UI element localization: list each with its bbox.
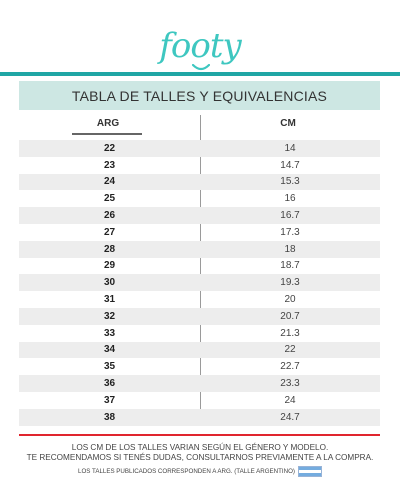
arg-size-cell: 31 xyxy=(103,294,116,306)
arg-size-cell: 22 xyxy=(103,142,116,154)
cm-size-cell: 18.7 xyxy=(280,260,300,272)
cm-size-cell: 22 xyxy=(284,344,296,356)
cm-size-cell: 14.7 xyxy=(280,159,300,171)
arg-size-cell: 36 xyxy=(103,378,116,390)
note-line-1: LOS CM DE LOS TALLES VARIAN SEGÚN EL GÉN… xyxy=(71,443,329,452)
arg-size-cell: 32 xyxy=(103,310,116,322)
footer-divider xyxy=(19,434,380,436)
cm-size-cell: 22.7 xyxy=(280,361,300,373)
arg-size-cell: 28 xyxy=(103,243,116,255)
note-line-3-wrapper: LOS TALLES PUBLICADOS CORRESPONDEN A ARG… xyxy=(0,466,400,477)
table-row: 22 14 xyxy=(19,140,380,157)
table-row: 32 20.7 xyxy=(19,307,380,325)
column-header-cm: CM xyxy=(280,118,296,129)
cm-size-cell: 21.3 xyxy=(280,327,300,339)
table-row: 27 17.3 xyxy=(19,224,380,241)
arg-size-cell: 30 xyxy=(103,277,116,289)
smile-icon xyxy=(192,64,210,71)
arg-size-cell: 25 xyxy=(103,193,116,205)
cm-size-cell: 20.7 xyxy=(280,310,300,322)
arg-size-cell: 37 xyxy=(103,394,116,406)
cm-size-cell: 16.7 xyxy=(280,210,300,222)
arg-size-cell: 27 xyxy=(103,226,116,238)
arg-size-cell: 23 xyxy=(103,159,116,171)
table-row: 31 20 xyxy=(19,291,380,308)
arg-size-cell: 35 xyxy=(103,361,116,373)
table-row: 30 19.3 xyxy=(19,274,380,292)
arg-size-cell: 33 xyxy=(103,327,116,339)
note-line-3: LOS TALLES PUBLICADOS CORRESPONDEN A ARG… xyxy=(78,468,295,475)
arg-size-cell: 29 xyxy=(103,260,116,272)
table-row: 23 14.7 xyxy=(19,157,380,174)
cm-size-cell: 19.3 xyxy=(280,277,300,289)
cm-size-cell: 14 xyxy=(284,142,296,154)
cm-size-cell: 16 xyxy=(284,193,296,205)
arg-size-cell: 38 xyxy=(103,411,116,423)
table-row: 35 22.7 xyxy=(19,358,380,375)
cm-size-cell: 24.7 xyxy=(280,411,300,423)
table-row: 26 16.7 xyxy=(19,207,380,224)
cm-size-cell: 17.3 xyxy=(280,226,300,238)
note-line-2: TE RECOMENDAMOS SI TENÉS DUDAS, CONSULTA… xyxy=(26,453,374,462)
size-table: 22 14 23 14.7 24 15.3 25 16 26 16.7 27 17.3 28 18 29 18… xyxy=(19,140,380,426)
table-row: 24 15.3 xyxy=(19,173,380,191)
cm-size-cell: 24 xyxy=(284,394,296,406)
top-divider xyxy=(0,72,400,76)
table-row: 29 18.7 xyxy=(19,258,380,275)
cm-size-cell: 15.3 xyxy=(280,176,300,188)
logo-text: footy xyxy=(159,26,241,66)
table-header-box: TABLA DE TALLES Y EQUIVALENCIAS xyxy=(19,81,380,110)
arg-header-underline xyxy=(72,133,142,135)
column-divider xyxy=(200,115,201,423)
arg-size-cell: 26 xyxy=(103,210,116,222)
table-row: 36 23.3 xyxy=(19,375,380,392)
cm-size-cell: 20 xyxy=(284,294,296,306)
arg-size-cell: 24 xyxy=(103,176,116,188)
table-row: 34 22 xyxy=(19,341,380,359)
table-row: 28 18 xyxy=(19,240,380,258)
table-row: 37 24 xyxy=(19,392,380,409)
table-row: 38 24.7 xyxy=(19,408,380,426)
table-row: 33 21.3 xyxy=(19,325,380,342)
brand-logo: footy xyxy=(0,26,400,72)
column-header-arg: ARG xyxy=(96,118,120,129)
argentina-flag-icon xyxy=(297,466,322,477)
arg-size-cell: 34 xyxy=(103,344,116,356)
table-title: TABLA DE TALLES Y EQUIVALENCIAS xyxy=(71,87,328,104)
cm-size-cell: 18 xyxy=(284,243,296,255)
cm-size-cell: 23.3 xyxy=(280,378,300,390)
table-row: 25 16 xyxy=(19,190,380,207)
